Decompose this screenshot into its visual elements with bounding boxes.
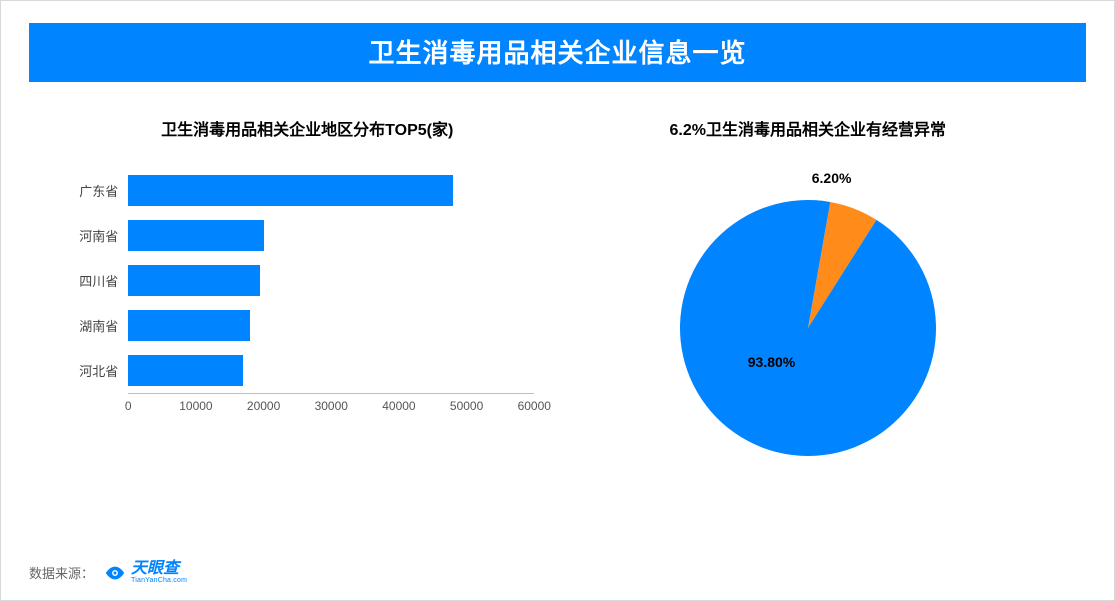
bar-plot-area: 广东省河南省四川省湖南省河北省 <box>128 168 534 393</box>
bar-fill <box>128 265 260 296</box>
bar-category-label: 河北省 <box>72 361 128 380</box>
bar-track <box>128 348 534 393</box>
bar-category-label: 河南省 <box>72 226 128 245</box>
bar-x-tick: 0 <box>125 399 132 413</box>
bar-row: 河南省 <box>128 213 534 258</box>
bar-x-tick: 20000 <box>247 399 280 413</box>
bar-track <box>128 303 534 348</box>
bar-fill <box>128 310 250 341</box>
bar-category-label: 四川省 <box>72 271 128 290</box>
bar-x-tick: 50000 <box>450 399 483 413</box>
pie-chart-panel: 6.2%卫生消毒用品相关企业有经营异常 6.20% 93.80% <box>558 116 1059 468</box>
main-title-banner: 卫生消毒用品相关企业信息一览 <box>29 23 1086 82</box>
tianyancha-logo: 天眼查 TianYanCha.com <box>104 561 187 584</box>
eye-icon <box>104 562 126 584</box>
data-source-footer: 数据来源： 天眼查 TianYanCha.com <box>29 561 187 584</box>
bar-track <box>128 258 534 303</box>
bar-row: 四川省 <box>128 258 534 303</box>
bar-x-tick: 10000 <box>179 399 212 413</box>
bar-x-tick: 30000 <box>315 399 348 413</box>
bar-axis-line <box>128 393 534 394</box>
tianyancha-text: 天眼查 TianYanCha.com <box>131 561 187 584</box>
bar-chart-panel: 卫生消毒用品相关企业地区分布TOP5(家) 广东省河南省四川省湖南省河北省 01… <box>57 116 558 468</box>
bar-fill <box>128 220 263 251</box>
tianyancha-en: TianYanCha.com <box>131 577 187 584</box>
pie-chart-title: 6.2%卫生消毒用品相关企业有经营异常 <box>670 116 946 140</box>
charts-row: 卫生消毒用品相关企业地区分布TOP5(家) 广东省河南省四川省湖南省河北省 01… <box>29 116 1086 468</box>
bar-x-tick: 40000 <box>382 399 415 413</box>
bar-fill <box>128 355 243 386</box>
bar-chart: 广东省河南省四川省湖南省河北省 010000200003000040000500… <box>72 168 542 425</box>
tianyancha-cn: 天眼查 <box>131 561 187 577</box>
pie-chart: 6.20% 93.80% <box>638 168 978 468</box>
pie-slice-label-normal: 93.80% <box>748 354 795 370</box>
infographic-canvas: 卫生消毒用品相关企业信息一览 卫生消毒用品相关企业地区分布TOP5(家) 广东省… <box>0 0 1115 601</box>
bar-category-label: 湖南省 <box>72 316 128 335</box>
bar-row: 广东省 <box>128 168 534 213</box>
pie-svg <box>638 168 978 468</box>
bar-x-tick: 60000 <box>518 399 551 413</box>
bar-chart-title: 卫生消毒用品相关企业地区分布TOP5(家) <box>161 116 453 140</box>
pie-slice-label-abnormal: 6.20% <box>812 170 852 186</box>
source-label: 数据来源： <box>29 563 94 582</box>
bar-category-label: 广东省 <box>72 181 128 200</box>
bar-row: 河北省 <box>128 348 534 393</box>
bar-row: 湖南省 <box>128 303 534 348</box>
bar-track <box>128 168 534 213</box>
pie-slice-normal <box>680 200 936 456</box>
bar-track <box>128 213 534 258</box>
bar-fill <box>128 175 453 206</box>
bar-x-axis: 0100002000030000400005000060000 <box>128 393 534 425</box>
